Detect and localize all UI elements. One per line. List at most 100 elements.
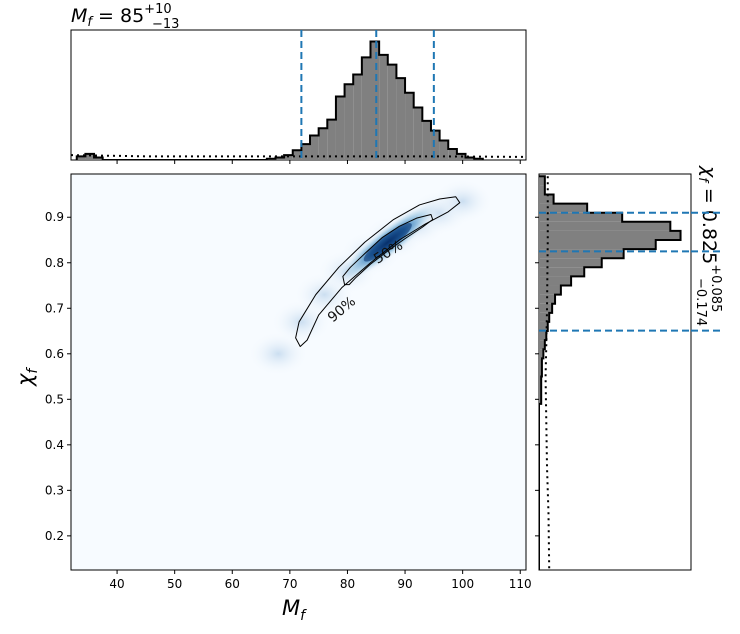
spin-hist-bar bbox=[539, 321, 548, 332]
y-axis-label-symbol: χ bbox=[13, 372, 37, 387]
spin-hist-bar bbox=[539, 212, 623, 222]
spin-hist-bar bbox=[539, 240, 656, 250]
spin-hist-bar bbox=[539, 376, 542, 404]
mass-hist-bar bbox=[422, 120, 431, 160]
spin-hist-outline bbox=[539, 175, 682, 570]
spin-hist-bar bbox=[539, 203, 588, 213]
x-axis-label: Mf bbox=[282, 596, 307, 624]
mass-prior-line bbox=[71, 154, 526, 158]
spin-hist-bar bbox=[539, 303, 553, 313]
spin-hist-bar bbox=[539, 312, 550, 322]
y-axis-label-subscript: f bbox=[25, 367, 41, 374]
mass-hist-bar bbox=[327, 119, 336, 160]
spin-hist-bar bbox=[539, 230, 681, 240]
mass-hist-bar bbox=[85, 153, 95, 160]
mass-hist-bar bbox=[379, 54, 388, 160]
spin-hist-bar bbox=[539, 267, 585, 277]
mass-hist-bar bbox=[292, 150, 302, 160]
mass-hist-bar bbox=[430, 130, 440, 160]
mass-hist-bar bbox=[76, 156, 86, 160]
mass-hist-bar bbox=[396, 78, 406, 160]
x-tick-label: 50 bbox=[167, 577, 182, 591]
spin-title-value: = 0.825 bbox=[698, 182, 720, 264]
joint-panel-background bbox=[71, 174, 526, 570]
x-axis-label-subscript: f bbox=[300, 608, 307, 624]
spin-marginal-panel bbox=[535, 173, 692, 571]
mass-marginal-frame bbox=[70, 29, 527, 161]
y-axis-label: χf bbox=[13, 367, 41, 387]
y-tick-label: 0.5 bbox=[45, 392, 64, 406]
mass-hist-bar bbox=[318, 128, 328, 160]
spin-hist-bar bbox=[539, 249, 624, 259]
joint-panel: 50%90% 40 50 60 70 80 90 100 110 0.20.30.40.50.… bbox=[45, 173, 532, 591]
mass-hist-outline bbox=[75, 40, 484, 160]
x-axis-label-symbol: M bbox=[282, 596, 300, 620]
spin-hist-bar bbox=[539, 221, 671, 231]
mass-marginal-panel bbox=[70, 29, 527, 164]
mass-hist-bar bbox=[275, 157, 285, 160]
x-tick-label: 60 bbox=[225, 577, 240, 591]
spin-marginal-ticks bbox=[535, 216, 539, 537]
spin-title-lower-error: −0.174 bbox=[693, 278, 708, 326]
mass-hist-bar bbox=[439, 140, 449, 160]
mass-histogram bbox=[71, 30, 526, 160]
spin-title-subscript: f bbox=[695, 177, 710, 184]
spin-hist-bar bbox=[539, 185, 545, 195]
mass-marginal-ticks bbox=[116, 160, 521, 164]
mass-hist-bar bbox=[361, 57, 371, 160]
density-core bbox=[363, 222, 412, 262]
mass-title-symbol: M bbox=[71, 5, 87, 27]
mass-hist-bar bbox=[387, 64, 397, 160]
x-axis-ticks: 40 50 60 70 80 90 100 110 bbox=[109, 570, 532, 591]
mass-hist-bar bbox=[465, 157, 475, 160]
y-tick-label: 0.4 bbox=[45, 438, 64, 452]
mass-hist-bar bbox=[353, 74, 362, 160]
x-tick-label: 90 bbox=[397, 577, 412, 591]
spin-title-symbol: χ bbox=[698, 165, 720, 178]
mass-title-value: = 85 bbox=[92, 5, 144, 27]
contour-50-line bbox=[342, 214, 434, 286]
mass-hist-bar bbox=[370, 41, 380, 160]
mass-hist-bar bbox=[301, 144, 311, 160]
x-tick-label: 100 bbox=[451, 577, 474, 591]
y-tick-label: 0.8 bbox=[45, 256, 64, 270]
spin-hist-bar bbox=[539, 194, 554, 204]
density-cloud-blob bbox=[432, 179, 493, 224]
mass-hist-bar bbox=[310, 135, 319, 160]
y-tick-label: 0.6 bbox=[45, 347, 64, 361]
spin-title: χf = 0.825+0.085−0.174 bbox=[693, 165, 723, 326]
x-tick-label: 40 bbox=[109, 577, 124, 591]
spin-title-upper-error: +0.085 bbox=[708, 264, 723, 312]
mass-title-upper-error: +10 bbox=[144, 2, 171, 17]
mass-hist-bar bbox=[405, 92, 414, 160]
mass-hist-bar bbox=[344, 84, 354, 160]
spin-histogram bbox=[539, 175, 691, 570]
spin-hist-bar bbox=[539, 349, 544, 359]
spin-hist-bar bbox=[539, 340, 545, 350]
mass-hist-bar bbox=[94, 157, 103, 160]
mass-hist-bar bbox=[413, 107, 423, 160]
x-tick-label: 70 bbox=[282, 577, 297, 591]
mass-title-subscript: f bbox=[87, 15, 94, 30]
y-tick-label: 0.2 bbox=[45, 529, 64, 543]
joint-panel-frame bbox=[70, 173, 527, 571]
spin-hist-bar bbox=[539, 176, 545, 186]
x-tick-label: 80 bbox=[340, 577, 355, 591]
x-tick-label: 110 bbox=[509, 577, 532, 591]
spin-hist-bar bbox=[539, 331, 547, 341]
spin-hist-bar bbox=[539, 294, 556, 304]
spin-hist-bar bbox=[539, 285, 561, 295]
mass-title-lower-error: −13 bbox=[152, 17, 179, 32]
mass-hist-bar bbox=[284, 155, 293, 160]
spin-hist-bar bbox=[539, 358, 542, 377]
mass-hist-bar bbox=[448, 149, 457, 160]
contour-90-line bbox=[295, 196, 461, 348]
spin-hist-bar bbox=[539, 258, 602, 268]
y-axis-ticks: 0.2 0.3 0.4 0.5 0.6 0.7 0.8 0.9 bbox=[45, 210, 71, 543]
mass-title: Mf = 85+10 −13 bbox=[71, 2, 179, 32]
spin-hist-bar bbox=[539, 276, 572, 286]
y-tick-label: 0.7 bbox=[45, 301, 64, 315]
y-tick-label: 0.3 bbox=[45, 483, 64, 497]
y-tick-label: 0.9 bbox=[45, 210, 64, 224]
